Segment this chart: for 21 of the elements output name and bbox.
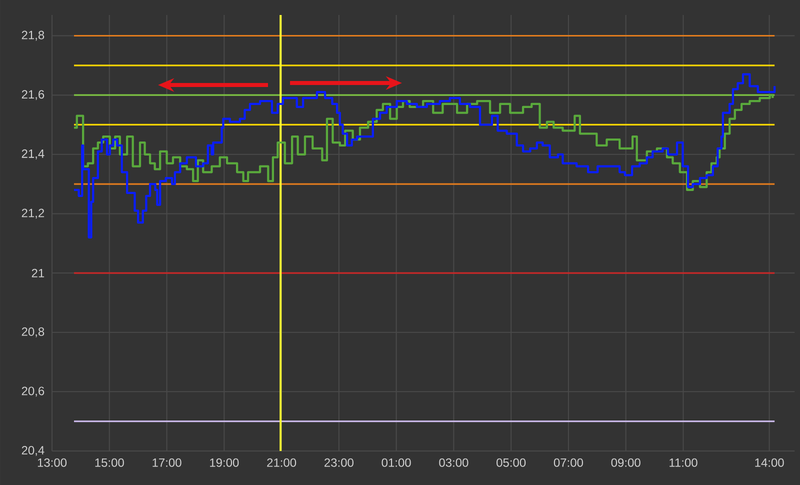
x-tick-label: 09:00 bbox=[611, 458, 640, 467]
y-tick-label: 21,6 bbox=[22, 90, 44, 100]
y-tick-label: 21 bbox=[32, 268, 44, 278]
x-tick-label: 01:00 bbox=[382, 458, 411, 467]
y-tick-label: 21,2 bbox=[22, 208, 44, 219]
y-tick-label: 21,8 bbox=[22, 30, 44, 41]
y-tick-label: 20,4 bbox=[22, 446, 44, 456]
x-tick-label: 15:00 bbox=[95, 458, 124, 467]
x-tick-label: 13:00 bbox=[38, 458, 67, 467]
y-tick-label: 20,8 bbox=[22, 327, 44, 338]
x-tick-label: 11:00 bbox=[670, 458, 698, 467]
x-tick-label: 17:00 bbox=[152, 458, 182, 467]
x-tick-label: 23:00 bbox=[324, 458, 354, 467]
y-tick-label: 21,4 bbox=[22, 149, 44, 160]
x-tick-label: 19:00 bbox=[210, 458, 239, 467]
x-tick-label: 05:00 bbox=[496, 458, 526, 467]
x-tick-label: 21:00 bbox=[267, 458, 296, 467]
x-tick-label: 03:00 bbox=[439, 458, 468, 467]
y-tick-label: 20,6 bbox=[22, 386, 44, 397]
x-tick-label: 14:00 bbox=[755, 458, 784, 467]
x-tick-label: 07:00 bbox=[554, 458, 584, 467]
